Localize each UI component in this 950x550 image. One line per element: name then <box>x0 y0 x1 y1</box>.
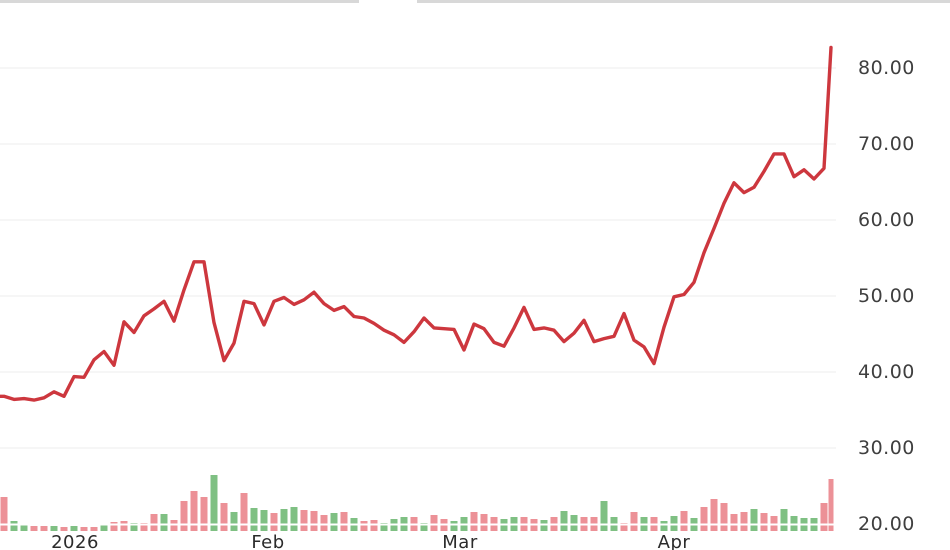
volume-bar[interactable] <box>360 521 368 531</box>
volume-bar[interactable] <box>340 512 348 531</box>
volume-bar[interactable] <box>300 510 308 531</box>
x-axis-tick-label-apr: Apr <box>657 532 691 550</box>
volume-bar[interactable] <box>380 523 388 531</box>
volume-bar[interactable] <box>100 525 108 531</box>
volume-bar[interactable] <box>130 523 138 531</box>
volume-bar[interactable] <box>150 514 158 531</box>
volume-bar[interactable] <box>720 503 728 531</box>
volume-bar[interactable] <box>740 512 748 531</box>
volume-bar[interactable] <box>430 515 438 531</box>
volume-bar[interactable] <box>600 501 608 531</box>
volume-bar[interactable] <box>828 479 834 531</box>
volume-bar[interactable] <box>240 493 248 531</box>
volume-bar[interactable] <box>110 522 118 531</box>
volume-bar[interactable] <box>160 514 168 531</box>
x-axis-tick-label-feb: Feb <box>251 532 285 550</box>
volume-bar[interactable] <box>700 507 708 531</box>
volume-bar[interactable] <box>120 521 128 531</box>
y-axis-tick-label: 20.00 <box>858 513 915 535</box>
volume-bar[interactable] <box>0 497 8 531</box>
volume-bar[interactable] <box>330 513 338 531</box>
volume-bar[interactable] <box>230 512 238 531</box>
volume-bar[interactable] <box>320 515 328 531</box>
gridlines <box>0 67 836 525</box>
volume-bar[interactable] <box>470 512 478 531</box>
volume-bar[interactable] <box>270 513 278 531</box>
volume-bar[interactable] <box>90 527 98 531</box>
volume-bar[interactable] <box>760 513 768 531</box>
volume-bar[interactable] <box>140 523 148 531</box>
top-border-segment-left <box>0 0 359 3</box>
x-axis-tick-label-jan2026: 2026 <box>51 532 99 550</box>
y-axis-tick-label: 30.00 <box>858 437 915 459</box>
volume-bar[interactable] <box>50 526 58 531</box>
volume-bar[interactable] <box>80 527 88 531</box>
volume-bar[interactable] <box>250 508 258 531</box>
volume-bar[interactable] <box>820 503 828 531</box>
volume-bar[interactable] <box>30 526 38 531</box>
volume-bar[interactable] <box>290 507 298 531</box>
volume-bar[interactable] <box>40 526 48 531</box>
volume-bars[interactable] <box>0 475 834 531</box>
volume-bar[interactable] <box>260 510 268 531</box>
volume-bar[interactable] <box>750 509 758 531</box>
y-axis-tick-label: 50.00 <box>858 285 915 307</box>
top-border-segment-right <box>417 0 950 3</box>
volume-bar[interactable] <box>20 525 28 531</box>
price-line[interactable] <box>0 45 833 402</box>
volume-bar[interactable] <box>570 515 578 531</box>
volume-bar[interactable] <box>200 497 208 531</box>
volume-bar[interactable] <box>310 511 318 531</box>
volume-bar[interactable] <box>630 512 638 531</box>
volume-bar[interactable] <box>280 509 288 531</box>
volume-bar[interactable] <box>710 499 718 531</box>
volume-bar[interactable] <box>660 521 668 531</box>
y-axis-tick-label: 80.00 <box>858 57 915 79</box>
volume-bar[interactable] <box>560 511 568 531</box>
volume-bar[interactable] <box>420 523 428 531</box>
volume-bar[interactable] <box>480 514 488 531</box>
y-axis-tick-label: 70.00 <box>858 133 915 155</box>
volume-bar[interactable] <box>180 501 188 531</box>
volume-bar[interactable] <box>210 475 218 531</box>
volume-bar[interactable] <box>680 511 688 531</box>
volume-bar[interactable] <box>70 526 78 531</box>
volume-bar[interactable] <box>450 521 458 531</box>
volume-bar[interactable] <box>60 527 68 531</box>
volume-bar[interactable] <box>780 509 788 531</box>
volume-bar[interactable] <box>220 503 228 531</box>
volume-bar[interactable] <box>190 491 198 531</box>
volume-bar[interactable] <box>10 521 18 531</box>
y-axis-tick-label: 60.00 <box>858 209 915 231</box>
volume-bar[interactable] <box>620 523 628 531</box>
x-axis-tick-label-mar: Mar <box>442 532 478 550</box>
volume-bar[interactable] <box>730 514 738 531</box>
y-axis-tick-label: 40.00 <box>858 361 915 383</box>
